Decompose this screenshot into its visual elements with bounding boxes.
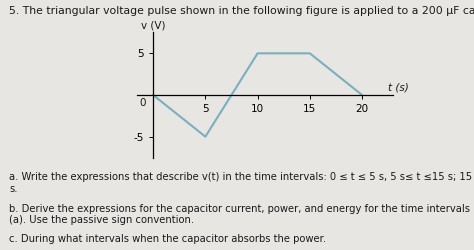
Text: c. During what intervals when the capacitor absorbs the power.: c. During what intervals when the capaci… — [9, 234, 327, 244]
Text: b. Derive the expressions for the capacitor current, power, and energy for the t: b. Derive the expressions for the capaci… — [9, 204, 474, 225]
Text: v (V): v (V) — [141, 20, 165, 30]
Text: t (s): t (s) — [388, 82, 409, 92]
Text: a. Write the expressions that describe v(t) in the time intervals: 0 ≤ t ≤ 5 s, : a. Write the expressions that describe v… — [9, 172, 474, 194]
Text: 5. The triangular voltage pulse shown in the following figure is applied to a 20: 5. The triangular voltage pulse shown in… — [9, 6, 474, 16]
Text: 0: 0 — [139, 98, 146, 108]
